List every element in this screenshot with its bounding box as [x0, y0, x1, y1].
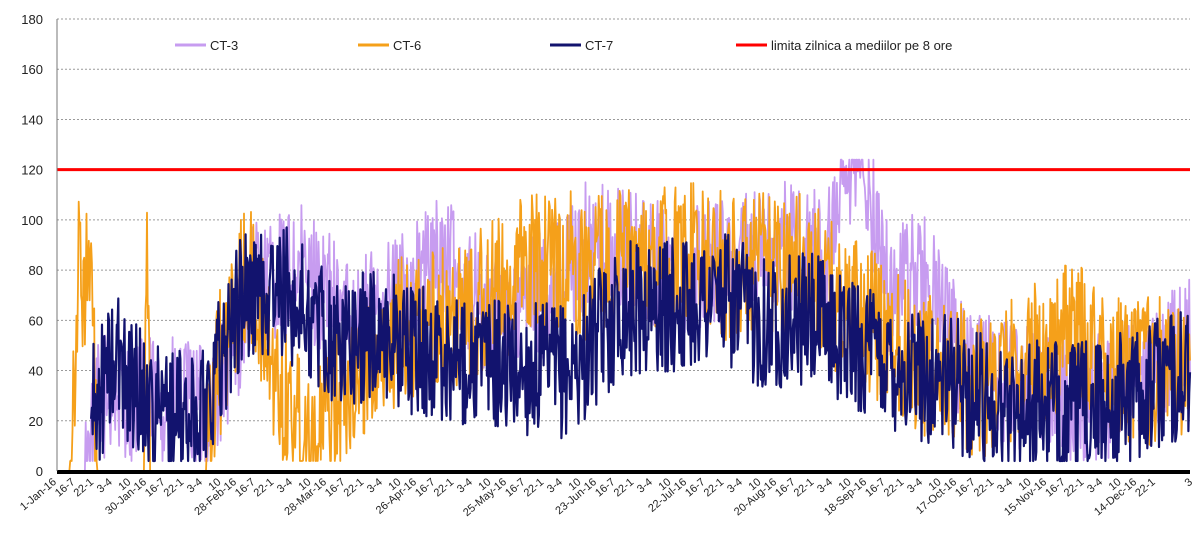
x-tick-label: 3-4	[815, 476, 835, 495]
y-tick-label: 180	[21, 12, 43, 27]
x-tick-label: 22-1	[702, 476, 727, 499]
x-tick-label: 3-4	[185, 476, 205, 495]
x-tick-label: 3-4	[1085, 476, 1105, 495]
x-tick-label: 3-4	[905, 476, 925, 495]
x-tick-label: 3-4	[635, 476, 655, 495]
legend-label-ct6: CT-6	[393, 38, 421, 53]
x-tick-label: 3-4	[545, 476, 565, 495]
y-tick-label: 140	[21, 112, 43, 127]
legend-label-threshold: limita zilnica a mediilor pe 8 ore	[771, 38, 952, 53]
x-tick-label: 22-1	[882, 476, 907, 499]
x-tick-label: 1-Jan-16	[18, 476, 59, 513]
y-tick-label: 160	[21, 62, 43, 77]
x-tick-label: 3-4	[995, 476, 1015, 495]
y-tick-label: 60	[29, 313, 43, 328]
x-tick-label: 22-1	[72, 476, 97, 499]
x-tick-label: 22-1	[342, 476, 367, 499]
legend-label-ct3: CT-3	[210, 38, 238, 53]
x-tick-label: 3	[1183, 476, 1195, 489]
x-tick-label: 3-4	[275, 476, 295, 495]
x-tick-label: 3-4	[365, 476, 385, 495]
x-tick-label: 3-4	[455, 476, 475, 495]
x-tick-label: 22-1	[162, 476, 187, 499]
x-tick-label: 22-1	[522, 476, 547, 499]
x-tick-label: 22-1	[612, 476, 637, 499]
x-tick-label: 22-1	[1062, 476, 1087, 499]
y-tick-label: 40	[29, 364, 43, 379]
y-tick-label: 100	[21, 213, 43, 228]
series-line-ct-7	[90, 226, 1192, 463]
y-tick-label: 120	[21, 163, 43, 178]
y-tick-label: 0	[36, 464, 43, 479]
legend: CT-3 CT-6 CT-7 limita zilnica a mediilor…	[175, 38, 952, 53]
x-tick-label: 3-4	[725, 476, 745, 495]
x-tick-label: 22-1	[792, 476, 817, 499]
x-tick-label: 3-4	[95, 476, 115, 495]
series-lines	[56, 158, 1192, 472]
x-tick-label: 22-1	[252, 476, 277, 499]
y-axis-ticks: 0 20 40 60 80 100 120 140 160 180	[21, 12, 43, 479]
x-tick-label: 22-1	[1133, 476, 1158, 499]
y-tick-label: 20	[29, 414, 43, 429]
legend-label-ct7: CT-7	[585, 38, 613, 53]
y-tick-label: 80	[29, 263, 43, 278]
x-tick-label: 22-1	[972, 476, 997, 499]
x-tick-label: 22-1	[432, 476, 457, 499]
